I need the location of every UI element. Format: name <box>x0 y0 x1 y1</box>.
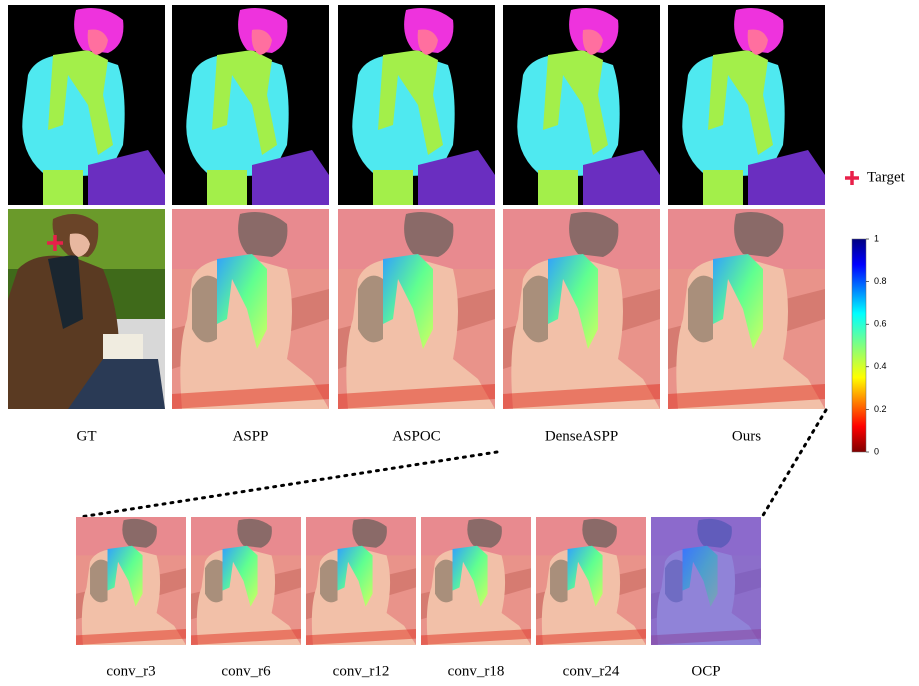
connector <box>762 410 826 517</box>
column-label: GT <box>77 428 97 444</box>
colorbar-tick-label: 0.4 <box>874 361 887 371</box>
attention-map <box>668 209 825 409</box>
column-label: ASPP <box>233 428 269 444</box>
segmentation-map <box>172 5 329 205</box>
target-marker <box>845 171 859 185</box>
segmentation-map <box>338 5 495 205</box>
segmentation-map <box>8 5 165 205</box>
attention-map <box>338 209 495 409</box>
attention-map <box>536 517 646 645</box>
attention-map <box>76 517 186 645</box>
connector <box>80 452 497 517</box>
bottom-label: conv_r6 <box>221 663 271 679</box>
attention-map <box>651 517 761 645</box>
input-photo <box>8 209 165 409</box>
column-label: DenseASPP <box>545 428 618 444</box>
column-label: ASPOC <box>392 428 440 444</box>
segmentation-map <box>668 5 825 205</box>
bottom-label: conv_r3 <box>106 663 155 679</box>
segmentation-map <box>503 5 660 205</box>
colorbar-tick-label: 1 <box>874 233 879 243</box>
attention-map <box>421 517 531 645</box>
bottom-label: conv_r12 <box>333 663 390 679</box>
colorbar-tick-label: 0.6 <box>874 319 887 329</box>
colorbar-tick-label: 0 <box>874 446 879 456</box>
target-label: Target <box>867 169 906 185</box>
bottom-label: conv_r24 <box>563 663 620 679</box>
column-label: Ours <box>732 428 761 444</box>
attention-map <box>306 517 416 645</box>
colorbar-tick-label: 0.2 <box>874 404 887 414</box>
bottom-label: OCP <box>691 663 720 679</box>
figure: Target GT ASPP ASPOC DenseASPP Ours conv_r3 co… <box>0 0 919 686</box>
attention-map <box>172 209 329 409</box>
attention-map <box>503 209 660 409</box>
colorbar-tick-label: 0.8 <box>874 276 887 286</box>
bottom-label: conv_r18 <box>448 663 505 679</box>
colorbar <box>852 239 866 452</box>
attention-map <box>191 517 301 645</box>
